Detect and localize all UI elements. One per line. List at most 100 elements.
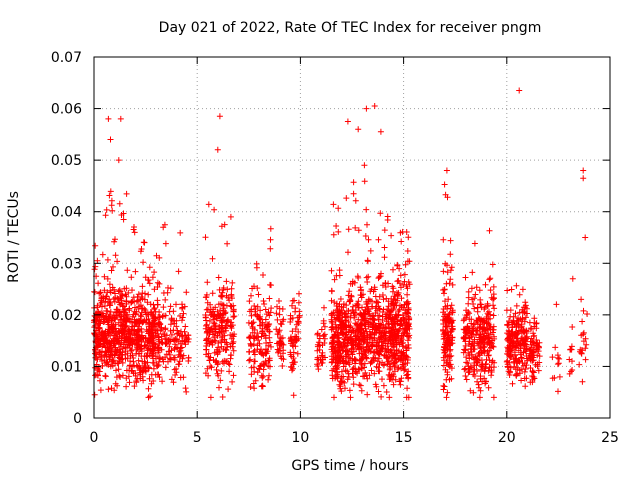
data-point bbox=[176, 358, 183, 365]
data-point bbox=[364, 391, 371, 398]
data-point bbox=[107, 136, 114, 143]
data-point bbox=[535, 367, 542, 374]
data-point bbox=[358, 387, 365, 394]
data-point bbox=[122, 323, 129, 330]
data-point bbox=[109, 327, 116, 334]
data-point bbox=[355, 298, 362, 305]
data-point bbox=[387, 365, 394, 372]
data-point bbox=[139, 334, 146, 341]
data-point bbox=[316, 346, 323, 353]
data-point bbox=[521, 309, 528, 316]
data-point bbox=[350, 303, 356, 310]
data-point bbox=[95, 364, 102, 371]
data-point bbox=[253, 260, 260, 267]
data-point bbox=[207, 339, 214, 345]
data-point bbox=[287, 316, 294, 322]
data-point bbox=[137, 312, 144, 319]
data-point bbox=[470, 301, 477, 307]
data-point bbox=[371, 370, 378, 377]
data-point bbox=[343, 195, 350, 202]
data-point bbox=[321, 304, 327, 311]
data-point bbox=[163, 351, 170, 358]
data-point bbox=[130, 370, 137, 377]
data-point bbox=[505, 347, 512, 354]
data-point bbox=[251, 333, 258, 340]
data-point bbox=[94, 302, 101, 309]
data-point bbox=[106, 312, 113, 318]
data-point bbox=[181, 328, 188, 335]
data-point bbox=[465, 341, 472, 347]
data-point bbox=[462, 335, 469, 342]
data-point bbox=[530, 330, 537, 337]
data-point bbox=[490, 283, 497, 290]
data-point bbox=[173, 323, 180, 330]
data-point bbox=[521, 318, 528, 325]
data-point bbox=[266, 321, 273, 327]
data-point bbox=[476, 287, 483, 294]
data-point bbox=[391, 320, 398, 327]
data-point bbox=[490, 343, 497, 350]
data-point bbox=[378, 342, 385, 349]
data-point bbox=[215, 372, 222, 379]
data-point bbox=[177, 229, 184, 236]
data-point bbox=[405, 305, 412, 311]
data-point bbox=[328, 318, 335, 325]
data-point bbox=[567, 346, 574, 353]
data-point bbox=[267, 225, 274, 232]
data-point bbox=[460, 317, 467, 324]
data-point bbox=[155, 349, 161, 356]
data-point bbox=[229, 295, 235, 302]
data-point bbox=[444, 269, 451, 276]
data-point bbox=[580, 167, 587, 174]
data-point bbox=[99, 251, 106, 258]
data-point bbox=[402, 366, 409, 373]
data-point bbox=[534, 363, 541, 370]
data-point bbox=[138, 294, 145, 300]
data-point bbox=[131, 383, 138, 390]
data-point bbox=[440, 382, 447, 389]
y-tick-label: 0.05 bbox=[51, 153, 82, 169]
data-point bbox=[290, 343, 297, 350]
data-point bbox=[125, 289, 132, 296]
data-point bbox=[319, 342, 326, 348]
data-point bbox=[156, 374, 163, 381]
data-point bbox=[124, 350, 131, 357]
data-point bbox=[491, 305, 498, 312]
data-point bbox=[148, 309, 155, 316]
data-point bbox=[266, 339, 273, 346]
data-point bbox=[127, 334, 134, 341]
data-point bbox=[292, 305, 299, 312]
data-point bbox=[442, 298, 448, 305]
data-point bbox=[125, 339, 132, 346]
data-point bbox=[209, 255, 216, 262]
data-point bbox=[376, 368, 383, 375]
data-point bbox=[442, 191, 449, 198]
data-point bbox=[97, 301, 104, 307]
data-point bbox=[373, 298, 380, 305]
data-point bbox=[157, 320, 164, 327]
data-point bbox=[347, 394, 354, 401]
data-point bbox=[260, 272, 266, 278]
data-point bbox=[405, 394, 412, 401]
data-point bbox=[143, 344, 150, 350]
data-point bbox=[289, 297, 296, 304]
data-point bbox=[112, 344, 118, 351]
data-point bbox=[246, 335, 253, 341]
data-point bbox=[354, 370, 361, 377]
data-point bbox=[160, 312, 167, 319]
axis-ticks bbox=[93, 56, 611, 419]
data-point bbox=[477, 375, 484, 382]
data-point bbox=[441, 286, 448, 293]
data-point bbox=[378, 393, 385, 400]
data-point bbox=[385, 358, 392, 365]
data-point bbox=[123, 285, 130, 292]
data-point bbox=[474, 360, 481, 366]
data-point bbox=[113, 374, 120, 381]
data-point bbox=[210, 306, 217, 313]
data-point bbox=[361, 162, 368, 169]
data-point bbox=[397, 317, 404, 324]
data-point bbox=[185, 354, 192, 361]
data-point bbox=[149, 353, 156, 360]
data-point bbox=[275, 328, 282, 335]
data-point bbox=[471, 240, 478, 247]
